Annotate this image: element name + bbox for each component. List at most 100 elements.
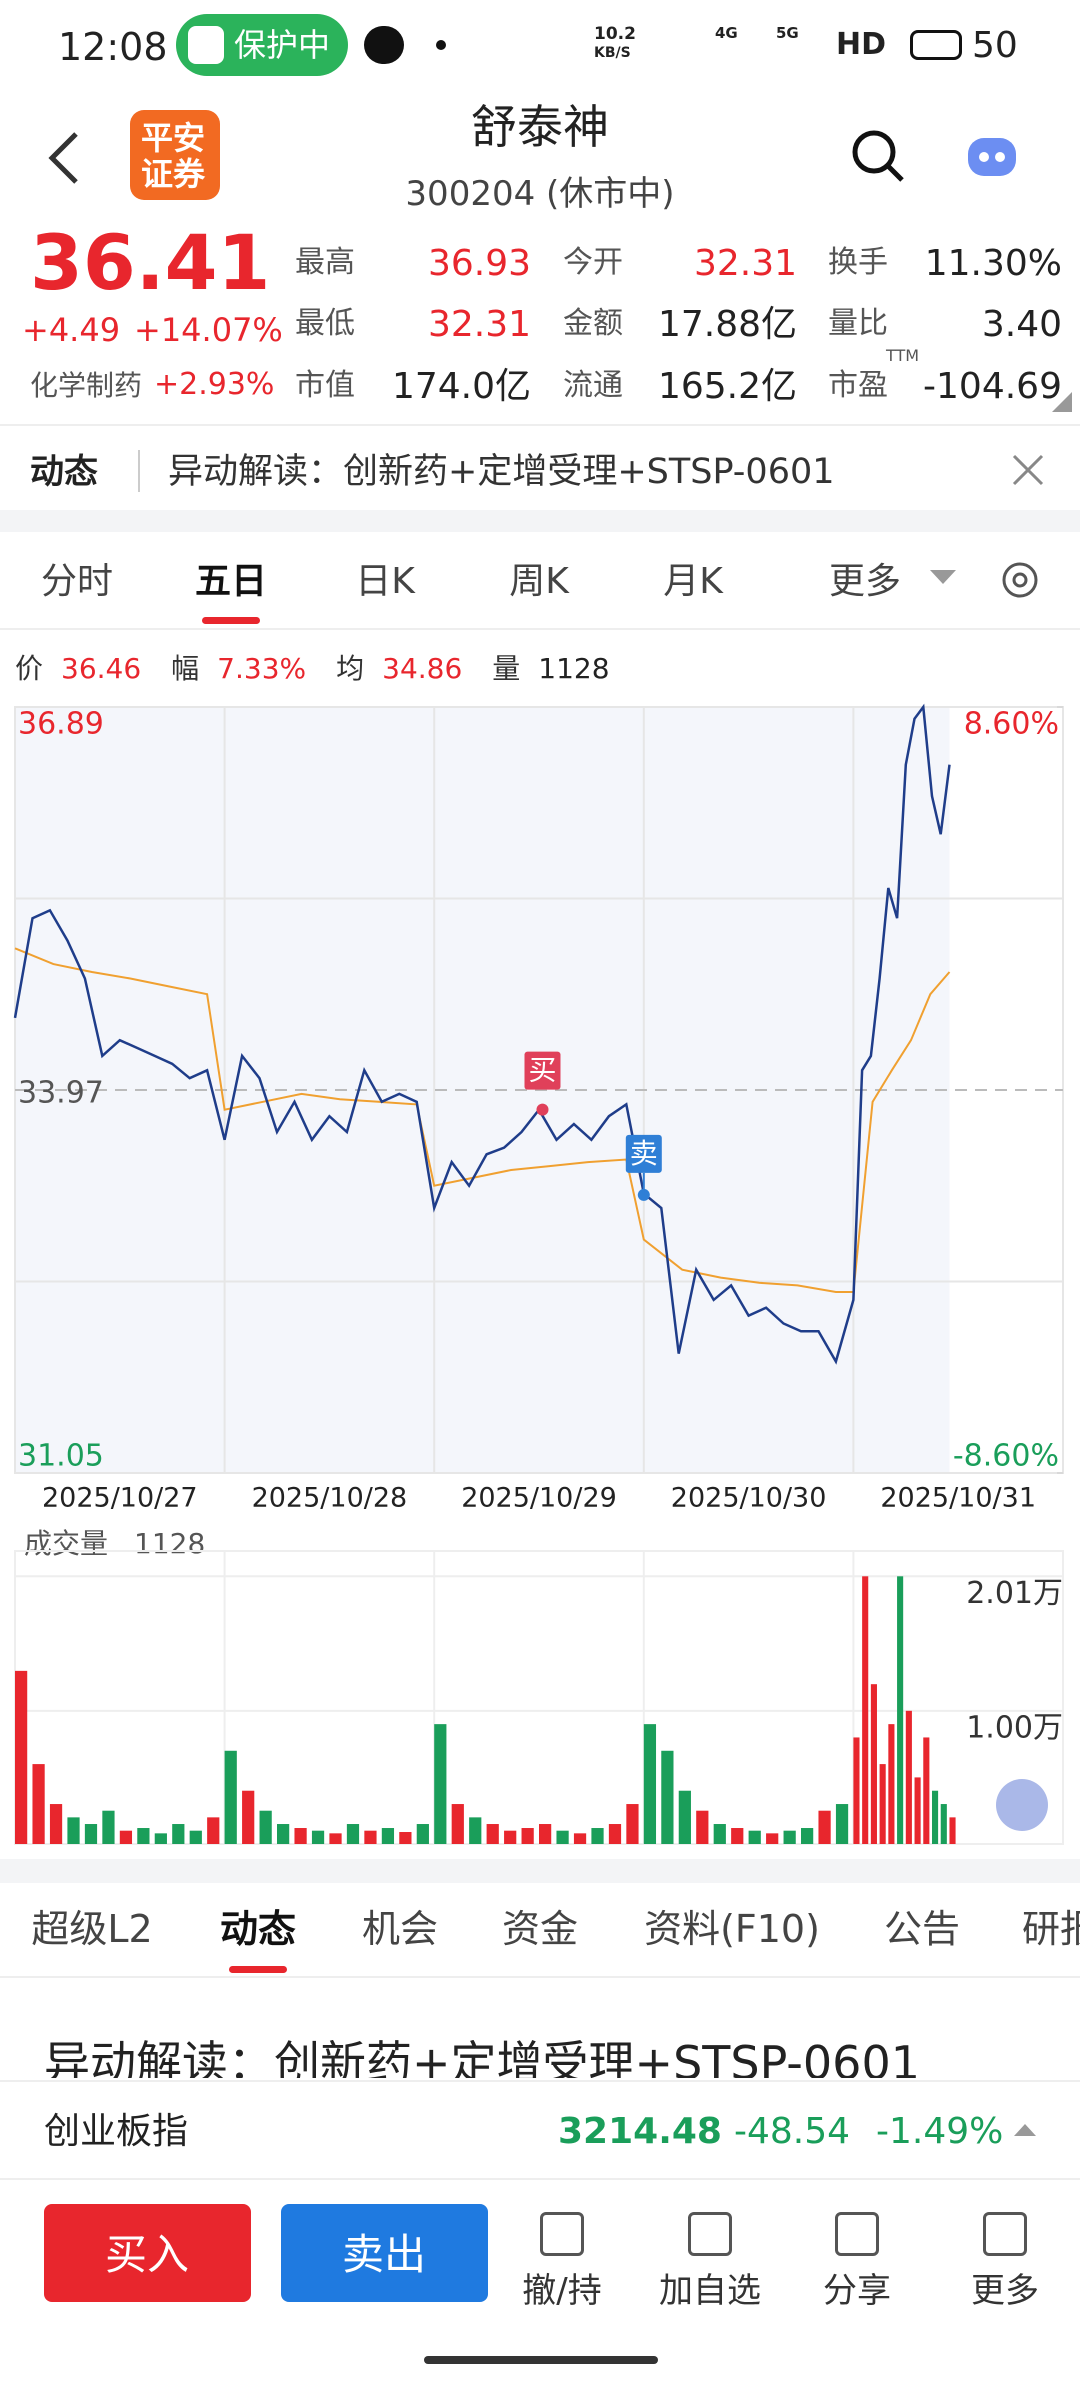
section-tab[interactable]: 资金 xyxy=(501,1907,579,1951)
volume-bar xyxy=(364,1830,377,1844)
battery: 50 xyxy=(972,25,1018,66)
info-value: 34.86 xyxy=(382,652,463,685)
volume-bar xyxy=(84,1824,98,1844)
section-tab[interactable]: 公告 xyxy=(883,1907,961,1951)
series-line xyxy=(13,703,951,1365)
dropdown xyxy=(930,570,956,584)
chart-tab[interactable]: 更多 xyxy=(828,561,902,602)
fullscreen-button[interactable] xyxy=(996,1779,1048,1831)
x-tick-label: 2025/10/29 xyxy=(461,1483,617,1514)
volume-bar xyxy=(504,1830,517,1844)
search-button[interactable] xyxy=(850,128,906,184)
y-tick-label: 33.97 xyxy=(18,1076,104,1111)
action-icon[interactable] xyxy=(835,2212,879,2256)
stat-value: -104.69 xyxy=(923,366,1062,407)
change: +4.49 xyxy=(22,311,121,349)
chart-tab[interactable]: 五日 xyxy=(194,561,268,602)
stat-label: 换手 xyxy=(828,245,888,280)
chart-tab[interactable]: 周K xyxy=(509,561,569,602)
section-tab[interactable]: 动态 xyxy=(219,1907,297,1951)
volume-bar xyxy=(573,1833,587,1844)
volume-bar xyxy=(608,1824,622,1844)
volume-bar xyxy=(591,1828,604,1844)
divider xyxy=(0,424,1080,426)
stat-value: 11.30% xyxy=(924,243,1062,284)
y-tick-label: 31.05 xyxy=(18,1439,104,1474)
news-tag: 动态 xyxy=(30,452,98,492)
section-tab[interactable]: 超级L2 xyxy=(31,1907,153,1951)
chart-tab[interactable]: 分时 xyxy=(40,561,114,602)
tab-underline xyxy=(229,1966,287,1973)
volume-title: 成交量 xyxy=(24,1527,108,1560)
settings-button[interactable] xyxy=(998,558,1042,602)
volume-bar xyxy=(311,1830,325,1844)
stat-value: 17.88亿 xyxy=(657,304,797,345)
action-icon[interactable] xyxy=(688,2212,732,2256)
last-price: 36.41 xyxy=(30,218,271,307)
logo-text: 证券 xyxy=(141,155,206,193)
volume-bar xyxy=(801,1828,814,1844)
volume-value: 1128 xyxy=(134,1527,205,1560)
sell-label: 卖出 xyxy=(341,2230,427,2279)
gap xyxy=(0,510,1080,532)
volume-bar xyxy=(783,1830,796,1844)
volume-bar xyxy=(731,1828,744,1844)
stat-label: 量比 xyxy=(828,306,888,341)
x-tick-label: 2025/10/27 xyxy=(42,1483,198,1514)
info-label: 幅 xyxy=(171,652,200,685)
action-label[interactable]: 撤/持 xyxy=(522,2271,602,2311)
action-label[interactable]: 加自选 xyxy=(659,2271,761,2311)
action-icon[interactable] xyxy=(983,2212,1027,2256)
volume-bar xyxy=(259,1810,272,1844)
chart-tab[interactable]: 月K xyxy=(663,561,723,602)
section-tab[interactable]: 研报 xyxy=(1021,1907,1080,1951)
volume-bar xyxy=(49,1804,63,1844)
annotation: 买 xyxy=(528,1054,556,1087)
action-icon[interactable] xyxy=(540,2212,584,2256)
separator xyxy=(138,450,140,492)
volume-bar xyxy=(154,1833,167,1844)
stat-label: 最高 xyxy=(295,245,355,280)
headline[interactable]: 异动解读：创新药+定增受理+STSP-0601 xyxy=(44,2040,920,2078)
sell-button[interactable] xyxy=(281,2204,488,2302)
ttm: TTM xyxy=(886,346,920,365)
battery-icon xyxy=(910,30,962,60)
news-text[interactable]: 异动解读：创新药+定增受理+STSP-0601 xyxy=(168,452,835,492)
assistant-button[interactable] xyxy=(962,128,1022,184)
time: 12:08 xyxy=(58,25,168,69)
volume-bar xyxy=(416,1824,429,1844)
volume-bar xyxy=(818,1810,831,1844)
volume-bar xyxy=(469,1817,482,1844)
volume-bar xyxy=(949,1817,956,1844)
volume-bar xyxy=(643,1724,657,1844)
index-bar[interactable] xyxy=(0,2080,1080,2180)
volume-bar xyxy=(346,1824,360,1844)
volume-bar xyxy=(189,1830,202,1844)
buy-button[interactable] xyxy=(44,2204,251,2302)
stat-value: 32.31 xyxy=(427,304,531,345)
divider xyxy=(0,628,1080,630)
action-label[interactable]: 分享 xyxy=(823,2271,891,2311)
volume-bar xyxy=(399,1832,412,1844)
info-value: 1128 xyxy=(538,652,610,685)
volume-bar xyxy=(294,1828,307,1844)
section-tab[interactable]: 机会 xyxy=(361,1907,439,1951)
index-change-pct: -1.49% xyxy=(876,2111,1004,2152)
volume-bar xyxy=(381,1828,395,1844)
volume-bar xyxy=(870,1684,877,1844)
gap xyxy=(0,1859,1080,1883)
action-label[interactable]: 更多 xyxy=(971,2271,1039,2311)
stat-label: 市盈 xyxy=(828,368,888,403)
close-button[interactable] xyxy=(1010,452,1046,488)
back-button[interactable] xyxy=(44,130,84,186)
logo-text: 平安 xyxy=(141,119,206,157)
volume-bar xyxy=(748,1830,761,1844)
y2-tick-label: 8.60% xyxy=(964,707,1059,742)
volume-bar xyxy=(835,1804,849,1844)
section-tab[interactable]: 资料(F10) xyxy=(644,1907,820,1951)
info-value: 7.33% xyxy=(217,652,307,685)
volume-bar xyxy=(32,1764,45,1844)
stock-name: 舒泰神 xyxy=(471,100,609,154)
chart-tab[interactable]: 日K xyxy=(355,561,415,602)
